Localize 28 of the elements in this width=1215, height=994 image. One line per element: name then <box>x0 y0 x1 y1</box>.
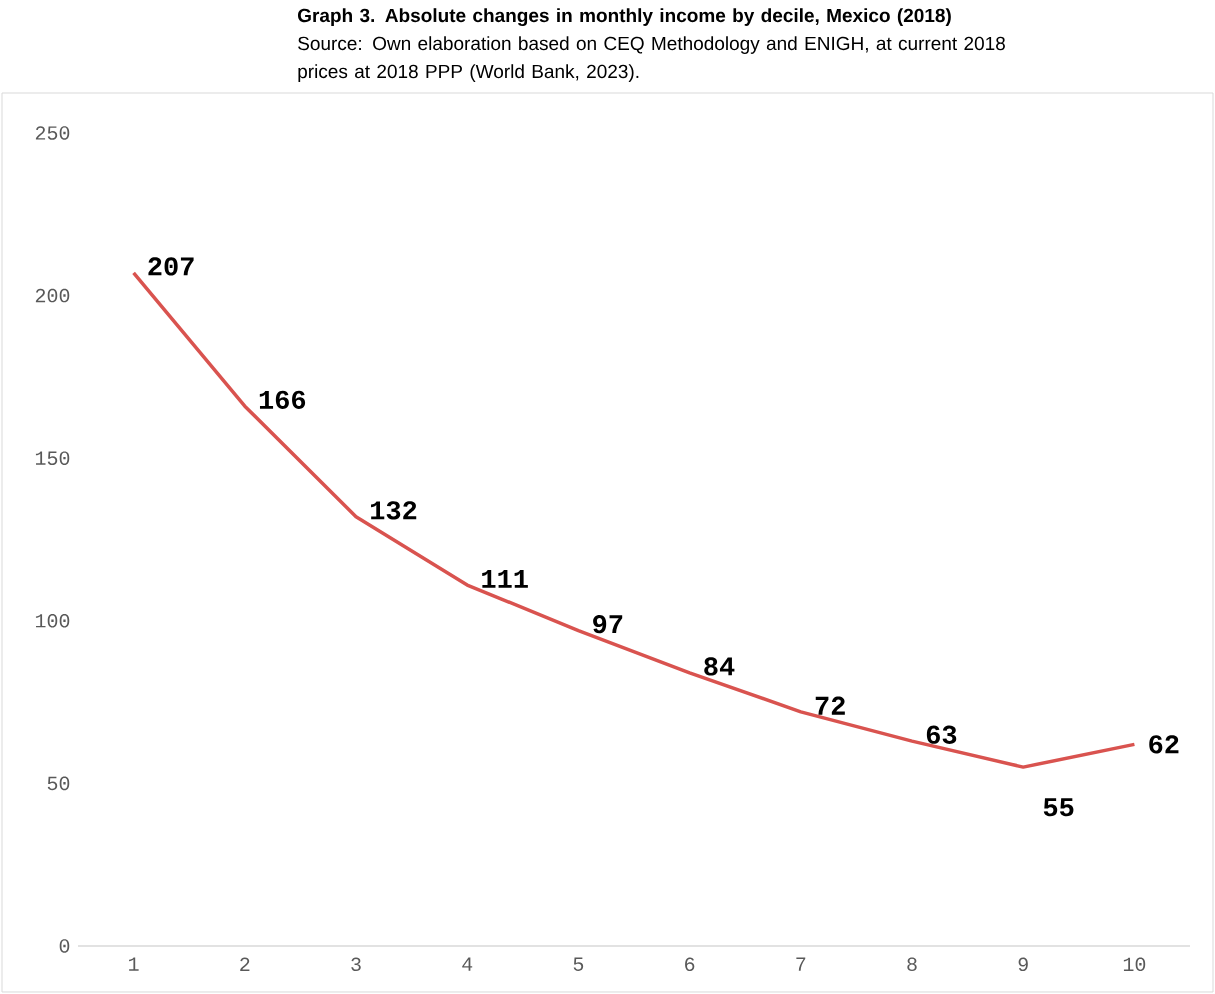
data-label: 166 <box>259 390 306 409</box>
x-tick-label: 8 <box>907 957 917 972</box>
data-label: 207 <box>148 257 194 276</box>
y-tick-label: 200 <box>35 288 70 303</box>
y-tick-label: 50 <box>47 776 70 791</box>
data-label: 132 <box>371 501 417 520</box>
data-label: 84 <box>704 657 735 676</box>
data-label: 55 <box>1043 798 1074 817</box>
y-tick-label: 0 <box>59 939 70 953</box>
y-tick-label: 100 <box>35 614 70 628</box>
x-tick-label: 3 <box>351 957 361 972</box>
x-tick-label: 2 <box>240 957 250 971</box>
y-tick-label: 250 <box>35 126 70 140</box>
x-tick-label: 7 <box>796 957 806 971</box>
x-tick-label: 10 <box>1123 957 1146 972</box>
data-label: 62 <box>1149 735 1179 754</box>
x-tick-label: 4 <box>462 957 473 971</box>
y-tick-label: 150 <box>35 451 70 465</box>
x-tick-label: 5 <box>573 957 584 971</box>
x-tick-label: 6 <box>685 957 695 972</box>
x-tick-label: 1 <box>129 957 139 971</box>
chart-subtitle: Source: Own elaboration based on CEQ Methodology and ENIGH, at current 2018 prices at 2018 PPP (World Bank, 2023). <box>298 36 1005 82</box>
x-tick-label: 9 <box>1018 957 1028 972</box>
data-label: 97 <box>593 615 623 634</box>
data-label: 72 <box>815 696 845 715</box>
chart-title: Graph 3. Absolute changes in monthly income by decile, Mexico (2018) <box>297 8 951 26</box>
data-label: 111 <box>482 570 528 588</box>
data-label: 63 <box>926 725 957 744</box>
